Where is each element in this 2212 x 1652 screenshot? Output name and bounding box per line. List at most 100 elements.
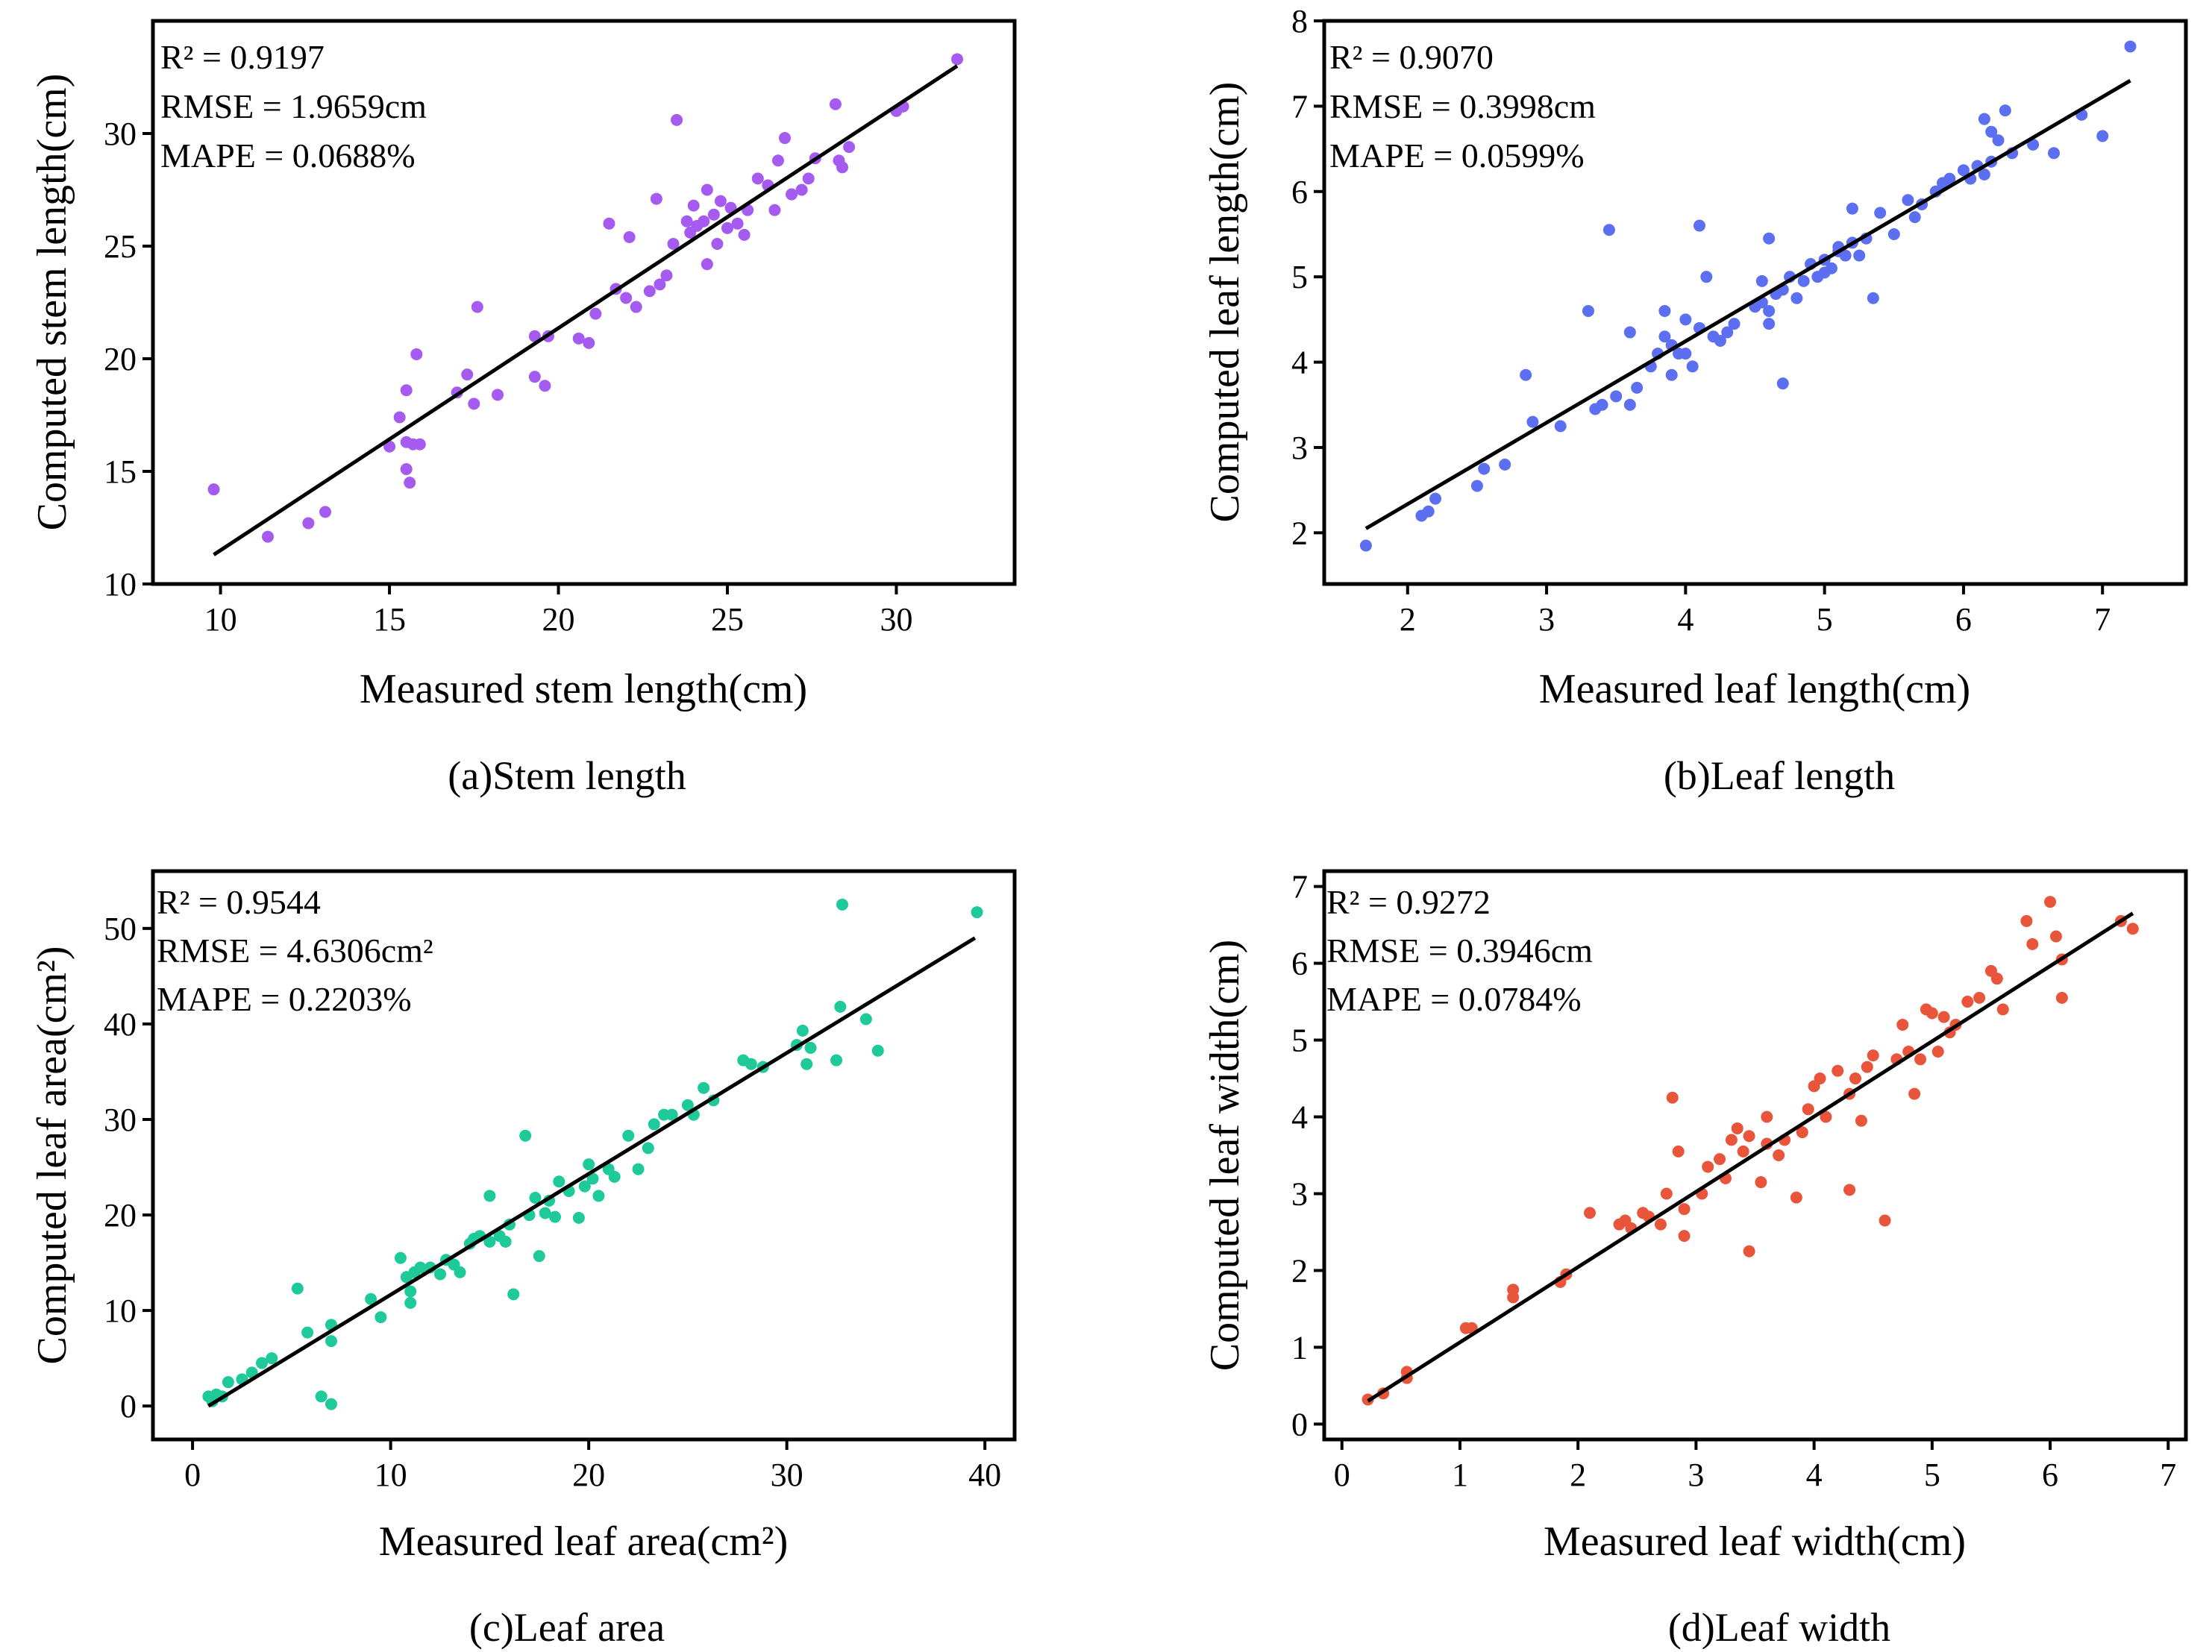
panel-a: 10 15 20 25 30 10 15 20 25 30 R² = 0.9197 RMSE = … bbox=[29, 19, 1017, 798]
panel-c-ytick-label: 30 bbox=[104, 1102, 137, 1138]
panel-d-point bbox=[1507, 1284, 1520, 1296]
panel-c-ytick-label: 0 bbox=[120, 1388, 137, 1425]
panel-d-ticks: 0 1 2 3 4 5 6 7 0 1 2 3 4 5 6 7 bbox=[1291, 869, 2176, 1493]
panel-d-r2: R² = 0.9272 bbox=[1326, 883, 1491, 921]
panel-b-xtick-label: 4 bbox=[1677, 601, 1694, 638]
panel-b-point bbox=[1790, 292, 1803, 304]
panel-d-caption: (d)Leaf width bbox=[1668, 1605, 1890, 1650]
panel-b-ytick-label: 5 bbox=[1291, 259, 1308, 295]
panel-c-point bbox=[256, 1357, 269, 1369]
panel-c-point bbox=[266, 1352, 278, 1365]
panel-c-ylabel: Computed leaf area(cm²) bbox=[29, 946, 75, 1365]
panel-c-point bbox=[698, 1081, 710, 1094]
panel-b-point bbox=[1839, 249, 1852, 262]
panel-c-ytick-label: 40 bbox=[104, 1006, 137, 1043]
panel-a-point bbox=[603, 217, 615, 230]
panel-d-point bbox=[1725, 1134, 1738, 1146]
panel-a-point bbox=[383, 440, 396, 453]
panel-c-point bbox=[608, 1170, 621, 1183]
panel-a-point bbox=[572, 332, 585, 345]
panel-d-point bbox=[1654, 1218, 1667, 1231]
panel-c-point bbox=[745, 1058, 757, 1070]
panel-d-ytick-label: 5 bbox=[1291, 1023, 1308, 1059]
panel-c-point bbox=[483, 1235, 496, 1248]
panel-c-point bbox=[549, 1210, 561, 1223]
panel-b-r2: R² = 0.9070 bbox=[1329, 38, 1494, 76]
panel-c-point bbox=[325, 1335, 337, 1348]
panel-a-point bbox=[701, 258, 713, 271]
panel-b-point bbox=[1596, 398, 1608, 411]
panel-b-xtick-label: 6 bbox=[1955, 601, 1972, 638]
panel-d-point bbox=[1583, 1207, 1596, 1219]
panel-d-point bbox=[1832, 1064, 1844, 1077]
panel-a-point bbox=[461, 368, 474, 381]
panel-b-point bbox=[1526, 415, 1539, 428]
panel-c-point bbox=[830, 1054, 843, 1067]
panel-c-point bbox=[592, 1190, 605, 1202]
panel-b-points bbox=[1359, 40, 2137, 552]
panel-a-point bbox=[707, 208, 720, 221]
panel-a-point bbox=[738, 228, 751, 241]
panel-a-point bbox=[410, 348, 423, 360]
panel-a-point bbox=[711, 237, 724, 250]
panel-d-xtick-label: 1 bbox=[1452, 1457, 1468, 1493]
panel-c-point bbox=[404, 1285, 417, 1298]
panel-c-ticks: 0 10 20 30 40 0 10 20 30 40 50 bbox=[104, 911, 1001, 1493]
panel-d-point bbox=[1879, 1214, 1891, 1227]
panel-c-caption: (c)Leaf area bbox=[469, 1605, 665, 1650]
panel-b-point bbox=[1874, 207, 1887, 219]
panel-c-point bbox=[796, 1024, 809, 1037]
panel-a-point bbox=[262, 530, 274, 543]
panel-b-ytick-label: 8 bbox=[1291, 3, 1308, 40]
panel-a-point bbox=[771, 154, 784, 167]
panel-b-point bbox=[1658, 304, 1671, 317]
panel-c-point bbox=[836, 898, 848, 911]
panel-b-point bbox=[1582, 304, 1594, 317]
panel-d-point bbox=[1896, 1018, 1909, 1031]
panel-d-point bbox=[1678, 1230, 1691, 1243]
panel-a-point bbox=[539, 380, 551, 392]
panel-c-point bbox=[315, 1390, 328, 1403]
panel-b-plot-frame bbox=[1322, 19, 2188, 586]
panel-d-point bbox=[1843, 1184, 1856, 1196]
panel-b-point bbox=[1700, 271, 1713, 283]
panel-b-point bbox=[1999, 104, 2011, 117]
panel-c-point bbox=[622, 1129, 635, 1142]
panel-a-point bbox=[207, 483, 220, 496]
panel-a-xtick-label: 10 bbox=[204, 601, 237, 638]
panel-a-point bbox=[786, 188, 798, 201]
panel-c-xtick-label: 0 bbox=[184, 1457, 201, 1493]
panel-d-xtick-label: 6 bbox=[2042, 1457, 2058, 1493]
panel-a-ytick-label: 15 bbox=[104, 453, 137, 490]
panel-b-point bbox=[1679, 313, 1692, 326]
panel-c-xtick-label: 20 bbox=[572, 1457, 605, 1493]
panel-c-point bbox=[800, 1058, 813, 1070]
panel-b-point bbox=[1957, 164, 1970, 177]
panel-d-point bbox=[1678, 1203, 1691, 1216]
panel-d-ylabel: Computed leaf width(cm) bbox=[1202, 940, 1248, 1372]
panel-b-ticks: 2 3 4 5 6 7 2 3 4 5 6 7 8 bbox=[1291, 3, 2111, 638]
panel-a-point bbox=[630, 301, 642, 313]
panel-c-point bbox=[859, 1013, 872, 1026]
panel-c-point bbox=[325, 1398, 337, 1410]
panel-b-point bbox=[1797, 274, 1810, 287]
panel-d-ytick-label: 4 bbox=[1291, 1099, 1308, 1136]
panel-b-point bbox=[1867, 292, 1879, 304]
panel-c-point bbox=[834, 1000, 847, 1013]
panel-b-ylabel: Computed leaf length(cm) bbox=[1202, 82, 1248, 523]
panel-d-point bbox=[1702, 1161, 1714, 1173]
panel-c-point bbox=[971, 906, 983, 919]
panel-a-point bbox=[701, 183, 713, 196]
panel-b-point bbox=[1679, 348, 1692, 360]
panel-b-xtick-label: 5 bbox=[1817, 601, 1833, 638]
panel-d-point bbox=[2126, 923, 2139, 935]
panel-b-point bbox=[1755, 274, 1768, 287]
panel-c-point bbox=[665, 1108, 678, 1121]
panel-a-xtick-label: 25 bbox=[711, 601, 744, 638]
panel-a-point bbox=[843, 141, 856, 154]
panel-b-ytick-label: 7 bbox=[1291, 88, 1308, 125]
panel-a-point bbox=[319, 506, 331, 518]
panel-b-xlabel: Measured leaf length(cm) bbox=[1539, 666, 1970, 712]
panel-c-point bbox=[533, 1250, 545, 1263]
panel-d-point bbox=[1773, 1149, 1785, 1161]
